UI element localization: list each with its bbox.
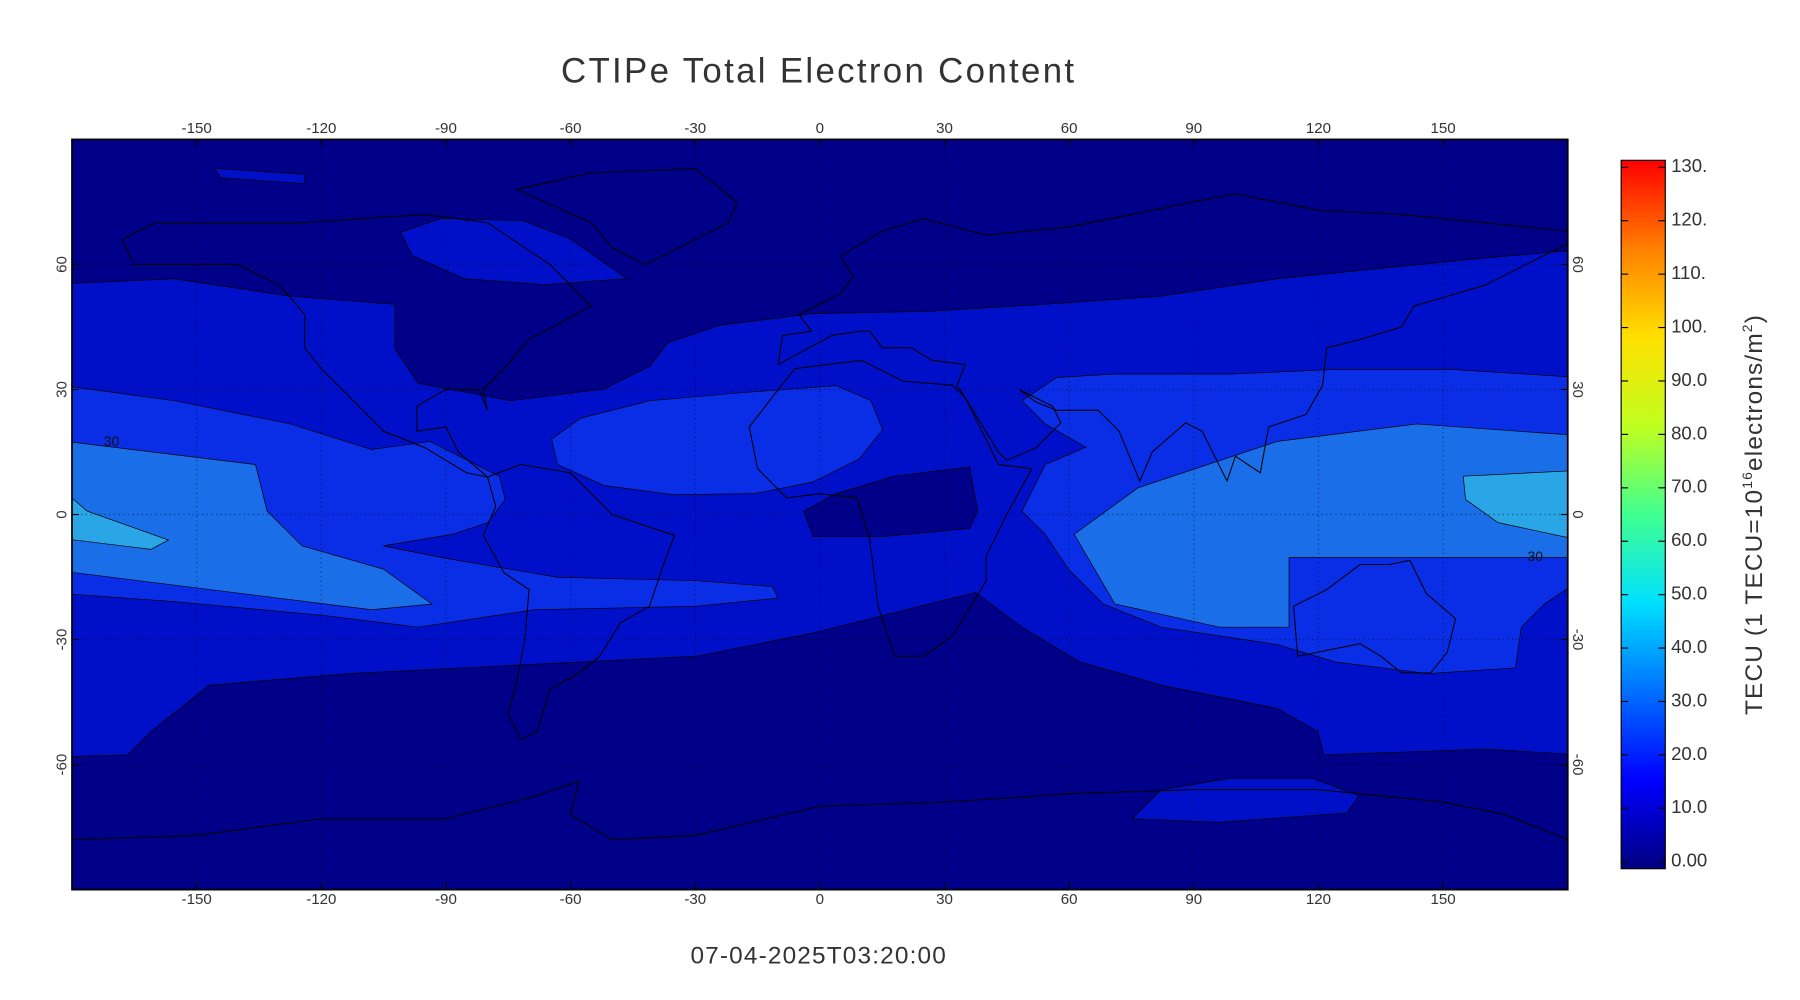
contour-region xyxy=(803,466,979,537)
colorbar-tick-label: 80.0 xyxy=(1671,422,1707,443)
x-tick-label: 30 xyxy=(936,891,953,908)
colorbar-tick-label: 110. xyxy=(1671,262,1706,283)
x-tick-label: 0 xyxy=(816,891,824,908)
coastline xyxy=(121,213,593,478)
colorbar-tick-label: 70.0 xyxy=(1671,476,1707,497)
label-superscript: 2 xyxy=(1739,323,1755,332)
coastlines xyxy=(72,168,1568,841)
x-tick-label: 120 xyxy=(1306,120,1331,137)
map-frame xyxy=(71,138,1569,891)
contour-region xyxy=(72,441,433,611)
x-tick-label: 60 xyxy=(1061,120,1078,137)
coastline xyxy=(482,463,676,741)
x-tick-label: -150 xyxy=(182,120,212,137)
x-tick-label: 120 xyxy=(1306,891,1331,908)
x-tick-label: 30 xyxy=(936,120,953,137)
title: CTIPe Total Electron Content xyxy=(561,51,1076,90)
contour-region xyxy=(72,497,170,550)
label-part: electrons/m xyxy=(1741,332,1768,471)
colorbar: 0.00 10.0 20.0 30.0 40.0 50.0 60.0 70.0 80.0 90.0… xyxy=(1620,155,1707,871)
colorbar-tick-label: 30.0 xyxy=(1671,689,1707,710)
coastline xyxy=(778,243,1568,483)
y-tick-label: 0 xyxy=(54,510,71,518)
colorbar-tick-label: 40.0 xyxy=(1671,636,1707,657)
contour-region xyxy=(214,168,305,184)
contour-region xyxy=(1462,470,1568,538)
contour-region xyxy=(1073,423,1568,628)
x-tick-label: -60 xyxy=(560,120,582,137)
x-tick-label: 90 xyxy=(1185,891,1202,908)
colorbar-tick-label: 120. xyxy=(1671,209,1707,230)
y-tick-label: 0 xyxy=(1569,510,1586,518)
y-tick-label: -60 xyxy=(54,754,71,776)
label-part: ) xyxy=(1741,314,1768,323)
colorbar-tick-label: 60.0 xyxy=(1671,529,1707,550)
colorbar-tick-label: 100. xyxy=(1671,315,1707,336)
coastline xyxy=(1293,559,1457,674)
x-tick-label: -30 xyxy=(684,120,706,137)
x-tick-label: -150 xyxy=(182,891,212,908)
colorbar-label: TECU (1 TECU=1016electrons/m2) xyxy=(1739,314,1769,715)
coastline xyxy=(516,168,738,266)
label-superscript: 16 xyxy=(1739,471,1755,489)
y-tick-label: 30 xyxy=(54,381,71,398)
axes: -150 -150 -120 -120 -90 -90 -60 -60 -30 -30 0 0 30 30… xyxy=(54,120,1586,908)
y-tick-label: -30 xyxy=(54,629,71,651)
timestamp: 07-04-2025T03:20:00 xyxy=(690,942,947,969)
colorbar-tick-label: 130. xyxy=(1671,155,1707,176)
contour-region xyxy=(551,385,883,496)
colorbar-scale xyxy=(1620,159,1666,870)
colorbar-tick-label: 0.00 xyxy=(1671,850,1707,871)
contour-label: 30 xyxy=(1527,548,1543,564)
y-tick-label: 30 xyxy=(1569,381,1586,398)
colorbar-tick-label: 20.0 xyxy=(1671,743,1707,764)
x-tick-label: 150 xyxy=(1431,891,1456,908)
contour-region xyxy=(400,218,629,285)
y-tick-label: 60 xyxy=(54,256,71,273)
coastline xyxy=(777,193,1568,365)
coastline xyxy=(748,359,1033,657)
x-tick-label: 0 xyxy=(816,120,824,137)
contour-label: 30 xyxy=(104,433,120,449)
x-tick-label: -60 xyxy=(560,891,582,908)
colorbar-tick-label: 10.0 xyxy=(1671,796,1707,817)
label-part: TECU (1 TECU=10 xyxy=(1741,489,1768,715)
x-tick-label: 90 xyxy=(1185,120,1202,137)
x-tick-label: -120 xyxy=(306,120,336,137)
x-tick-label: -120 xyxy=(306,891,336,908)
x-tick-label: -30 xyxy=(684,891,706,908)
x-tick-label: -90 xyxy=(435,120,457,137)
y-tick-label: -30 xyxy=(1569,629,1586,651)
coastline xyxy=(72,780,1568,841)
x-tick-label: 60 xyxy=(1061,891,1078,908)
colorbar-tick-label: 50.0 xyxy=(1671,583,1707,604)
x-tick-label: 150 xyxy=(1431,120,1456,137)
colorbar-tick-label: 90.0 xyxy=(1671,369,1707,390)
y-tick-label: 60 xyxy=(1569,256,1586,273)
y-tick-label: -60 xyxy=(1569,754,1586,776)
x-tick-label: -90 xyxy=(435,891,457,908)
